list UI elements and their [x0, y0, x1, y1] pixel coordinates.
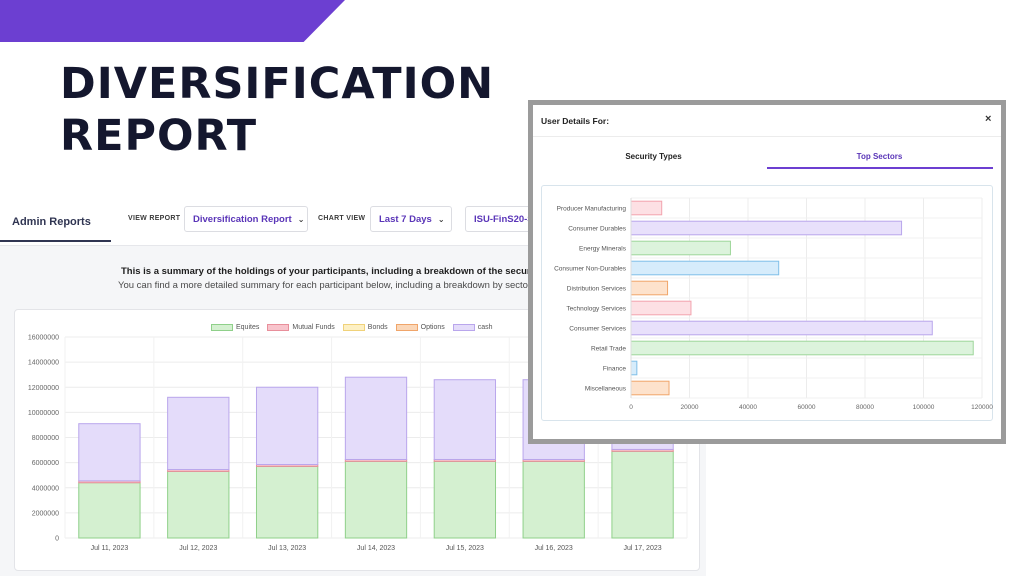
- hero-title: DIVERSIFICATION REPORT: [60, 58, 494, 162]
- bar-segment: [433, 460, 497, 539]
- view-report-value: Diversification Report: [193, 214, 292, 225]
- sector-bar: [630, 280, 669, 296]
- chart-legend: Equites Mutual Funds Bonds Options cash: [211, 324, 493, 331]
- sector-bar: [630, 360, 638, 376]
- legend-label: cash: [477, 324, 493, 331]
- x-tick-label: Jul 12, 2023: [179, 545, 217, 552]
- summary-heading: This is a summary of the holdings of you…: [121, 266, 548, 277]
- tab-admin-reports[interactable]: Admin Reports: [12, 216, 91, 228]
- y-tick-label: 6000000: [32, 460, 59, 467]
- bar-segment: [78, 423, 141, 482]
- bar-segment: [167, 470, 230, 539]
- legend-label: Equites: [236, 324, 260, 331]
- x-tick-label: 120000: [971, 404, 993, 411]
- sector-bar: [630, 380, 670, 396]
- x-tick-label: 60000: [797, 404, 815, 411]
- y-tick-label: Miscellaneous: [585, 385, 627, 392]
- sector-bar: [630, 320, 933, 336]
- tab-active-indicator: [0, 240, 111, 242]
- y-tick-label: Consumer Durables: [568, 225, 627, 232]
- legend-swatch: [267, 324, 290, 331]
- bar-segment: [167, 396, 230, 471]
- sector-bar: [630, 200, 663, 216]
- y-tick-label: 16000000: [28, 335, 59, 342]
- top-sectors-bar-chart: 0 20000 40000 60000 80000 100000 120000 Produce…: [554, 197, 993, 411]
- x-tick-label: 100000: [913, 404, 935, 411]
- x-tick-label: 0: [629, 404, 633, 411]
- view-report-select[interactable]: Diversification Report ⌄: [184, 206, 308, 232]
- y-tick-label: 12000000: [28, 385, 59, 392]
- modal-header: User Details For: ×: [533, 105, 1001, 137]
- y-tick-label: Producer Manufacturing: [557, 205, 627, 212]
- sector-bar: [630, 300, 692, 316]
- chevron-down-icon: ⌄: [297, 215, 305, 224]
- y-tick-label: Energy Minerals: [579, 245, 627, 252]
- chart-view-value: Last 7 Days: [379, 214, 432, 225]
- bar-segment: [78, 482, 141, 539]
- bar-segment: [344, 376, 408, 460]
- x-tick-label: Jul 14, 2023: [357, 545, 395, 552]
- y-tick-label: 0: [55, 536, 59, 543]
- group-select[interactable]: ISU-FinS20-S: [465, 206, 537, 232]
- x-tick-label: 40000: [739, 404, 757, 411]
- sector-bar: [630, 340, 974, 356]
- chart-view-label: CHART VIEW: [318, 215, 366, 222]
- top-sectors-chart-card: 0 20000 40000 60000 80000 100000 120000 Produce…: [541, 185, 993, 421]
- sector-bar: [630, 260, 780, 276]
- legend-swatch: [395, 324, 418, 331]
- modal-title: User Details For:: [541, 116, 610, 126]
- legend-item[interactable]: Mutual Funds: [267, 324, 335, 331]
- tab-active-indicator: [767, 167, 993, 169]
- hero-title-line1: DIVERSIFICATION: [60, 59, 495, 109]
- legend-item[interactable]: Options: [395, 324, 445, 331]
- bar-segment: [255, 386, 319, 466]
- bar-segment: [611, 450, 674, 539]
- bar-segment: [522, 460, 585, 539]
- x-tick-label: Jul 17, 2023: [623, 545, 661, 552]
- x-tick-label: 80000: [856, 404, 874, 411]
- y-tick-label: Finance: [603, 365, 627, 372]
- legend-swatch: [452, 324, 475, 331]
- user-details-modal: User Details For: × Security Types Top S…: [533, 105, 1001, 439]
- group-value: ISU-FinS20-S: [474, 214, 534, 225]
- x-tick-label: 20000: [680, 404, 698, 411]
- x-tick-label: Jul 15, 2023: [446, 545, 484, 552]
- bar-segment: [255, 465, 319, 539]
- view-report-label: VIEW REPORT: [128, 215, 181, 222]
- y-tick-label: Retail Trade: [591, 345, 626, 352]
- tab-top-sectors[interactable]: Top Sectors: [856, 152, 903, 161]
- x-tick-label: Jul 13, 2023: [268, 545, 306, 552]
- sector-bar: [630, 220, 903, 236]
- x-tick-label: Jul 11, 2023: [91, 545, 129, 552]
- legend-item[interactable]: Bonds: [342, 324, 388, 331]
- y-tick-label: 8000000: [32, 435, 59, 442]
- y-tick-label: 10000000: [28, 410, 59, 417]
- y-tick-label: Consumer Services: [569, 325, 626, 332]
- legend-label: Bonds: [367, 324, 388, 331]
- x-tick-label: Jul 16, 2023: [535, 545, 573, 552]
- y-tick-label: Distribution Services: [567, 285, 627, 292]
- bar-segment: [433, 379, 497, 460]
- legend-item[interactable]: Equites: [211, 324, 259, 331]
- legend-swatch: [342, 324, 365, 331]
- chart-view-select[interactable]: Last 7 Days ⌄: [370, 206, 452, 232]
- y-tick-label: Consumer Non-Durables: [554, 265, 627, 272]
- sector-bar: [630, 240, 731, 256]
- tab-security-types[interactable]: Security Types: [625, 152, 682, 161]
- bar-segment: [344, 460, 408, 539]
- header-accent-band: [0, 0, 345, 42]
- legend-item[interactable]: cash: [452, 324, 493, 331]
- y-tick-label: 4000000: [32, 485, 59, 492]
- y-tick-label: Technology Services: [566, 305, 626, 312]
- legend-label: Mutual Funds: [292, 324, 335, 331]
- chevron-down-icon: ⌄: [437, 215, 445, 224]
- legend-swatch: [211, 324, 233, 331]
- close-icon[interactable]: ×: [985, 113, 992, 125]
- y-tick-label: 14000000: [28, 360, 59, 367]
- legend-label: Options: [420, 324, 445, 331]
- y-tick-label: 2000000: [32, 510, 59, 517]
- hero-title-line2: REPORT: [60, 111, 258, 161]
- summary-subtext: You can find a more detailed summary for…: [118, 280, 532, 291]
